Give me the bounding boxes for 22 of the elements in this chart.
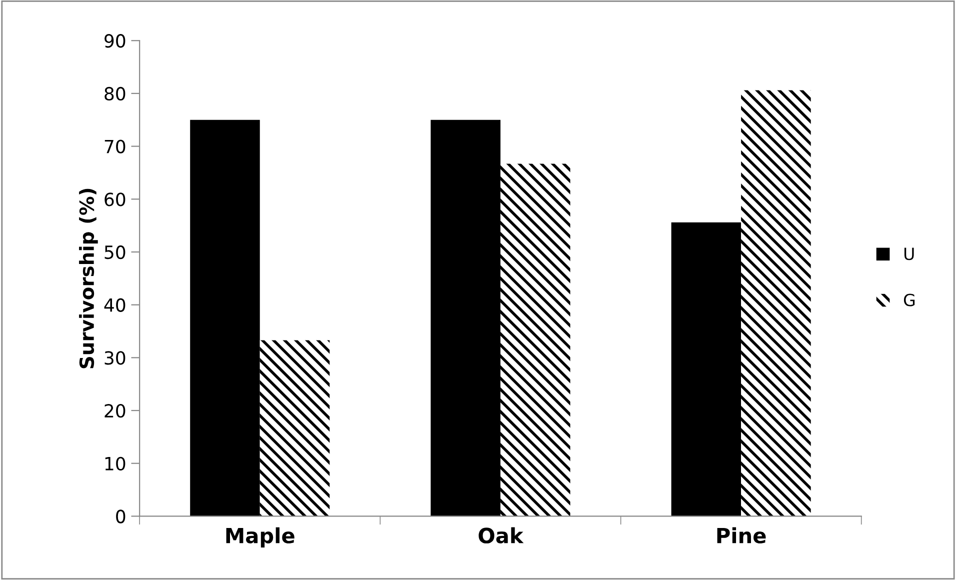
legend-label: G bbox=[904, 294, 915, 306]
bar bbox=[671, 222, 742, 516]
y-tick-label: 50 bbox=[104, 245, 126, 260]
bar bbox=[741, 90, 811, 516]
x-tick-label: Maple bbox=[226, 527, 294, 548]
x-tick-label: Pine bbox=[717, 527, 766, 544]
y-tick-label: 30 bbox=[104, 351, 126, 365]
bar bbox=[260, 340, 330, 516]
y-tick-label: 20 bbox=[104, 404, 126, 418]
y-tick-label: 40 bbox=[104, 298, 126, 312]
bar bbox=[500, 164, 570, 516]
x-tick-label: Oak bbox=[478, 527, 524, 544]
bar bbox=[430, 120, 500, 516]
y-axis-title: Survivorship (%) bbox=[79, 188, 98, 368]
y-tick-label: 70 bbox=[104, 140, 126, 154]
bar bbox=[190, 120, 260, 516]
y-tick-label: 60 bbox=[104, 192, 126, 206]
y-tick-label: 10 bbox=[105, 456, 126, 470]
y-tick-label: 90 bbox=[104, 34, 126, 48]
y-tick-label: 0 bbox=[116, 510, 126, 524]
legend-label: U bbox=[904, 248, 914, 260]
y-tick-label: 80 bbox=[104, 86, 126, 101]
